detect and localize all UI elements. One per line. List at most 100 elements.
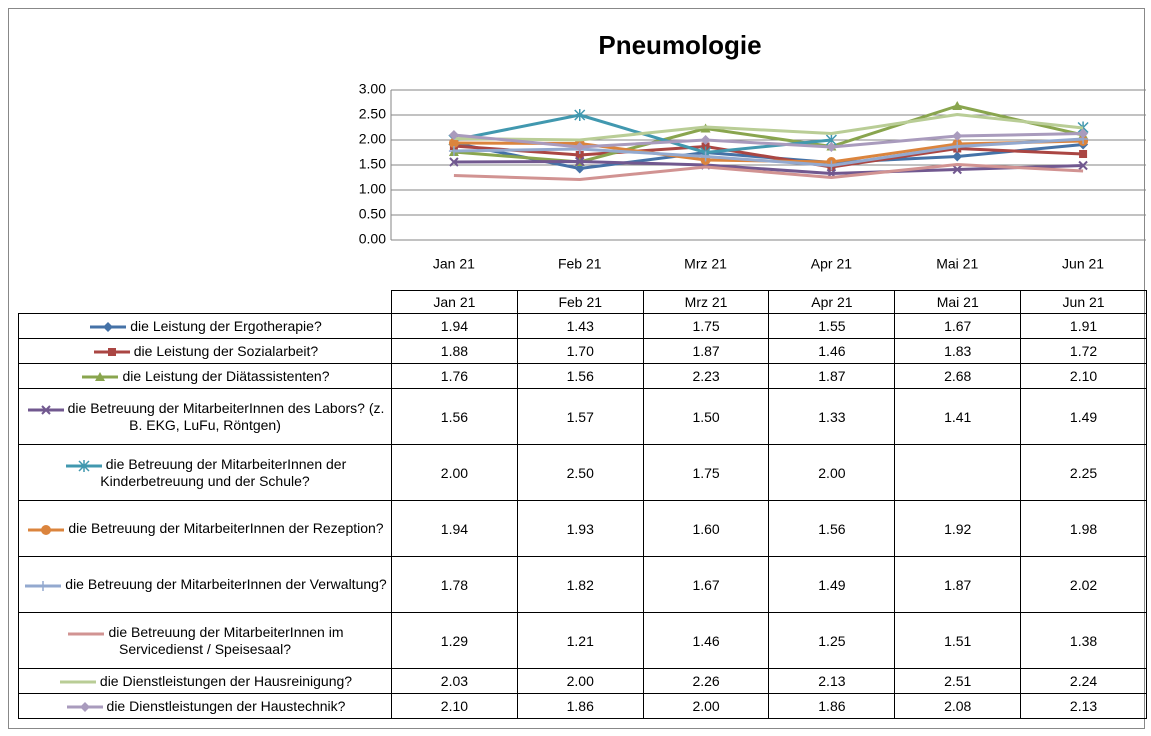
- table-row: die Dienstleistungen der Haustechnik? 2.1…: [18, 693, 1147, 719]
- marker: [826, 142, 837, 152]
- value-cell: 2.68: [894, 363, 1022, 389]
- legend-cell: die Leistung der Ergotherapie?: [18, 313, 392, 339]
- value-cell: 1.94: [391, 500, 518, 557]
- marker: [103, 322, 114, 333]
- legend-cell: die Dienstleistungen der Hausreinigung?: [18, 668, 392, 694]
- legend-key: [90, 322, 127, 333]
- column-header: Feb 21: [516, 290, 644, 314]
- table-row: die Betreuung der MitarbeiterInnen der K…: [18, 444, 1147, 501]
- marker: [700, 135, 711, 145]
- marker: [38, 580, 49, 591]
- value-cell: 1.29: [391, 612, 518, 669]
- legend-key: [59, 680, 96, 684]
- marker: [449, 157, 459, 167]
- legend-cell: die Leistung der Sozialarbeit?: [18, 338, 392, 364]
- legend-key: [28, 524, 65, 535]
- value-cell: 1.93: [516, 500, 644, 557]
- marker: [952, 101, 963, 110]
- marker: [952, 131, 963, 141]
- value-cell: 1.75: [642, 313, 770, 339]
- series-line: [453, 160, 1084, 175]
- legend-cell: die Betreuung der MitarbeiterInnen des L…: [18, 388, 392, 445]
- value-cell: 1.38: [1020, 612, 1147, 669]
- value-cell: 1.82: [516, 556, 644, 613]
- marker: [826, 160, 837, 171]
- series-line: [453, 137, 1084, 167]
- value-cell: 2.26: [642, 668, 770, 694]
- value-cell: 1.56: [516, 363, 644, 389]
- value-cell: 1.87: [642, 338, 770, 364]
- value-cell: 2.51: [894, 668, 1022, 694]
- column-header: Mai 21: [894, 290, 1022, 314]
- value-cell: 1.67: [894, 313, 1022, 339]
- legend-cell: die Betreuung der MitarbeiterInnen der R…: [18, 500, 392, 557]
- marker: [95, 372, 106, 382]
- series-line: [453, 163, 1084, 181]
- value-cell: 1.55: [768, 313, 896, 339]
- marker: [448, 146, 459, 156]
- value-cell: 1.91: [1020, 313, 1147, 339]
- value-cell: 2.02: [1020, 556, 1147, 613]
- legend-label: die Betreuung der MitarbeiterInnen der R…: [68, 520, 384, 537]
- value-cell: 1.56: [768, 500, 896, 557]
- series-line: [453, 113, 1084, 142]
- value-cell: 1.50: [642, 388, 770, 445]
- marker: [79, 702, 90, 713]
- value-cell: 2.13: [768, 668, 896, 694]
- legend-key: [82, 372, 119, 382]
- value-cell: 2.25: [1020, 444, 1147, 501]
- value-cell: 1.60: [642, 500, 770, 557]
- value-cell: 2.00: [391, 444, 518, 501]
- x-tick-label: Jun 21: [1062, 256, 1104, 272]
- x-tick-label: Feb 21: [558, 256, 602, 272]
- marker: [448, 138, 459, 148]
- table-row: die Betreuung der MitarbeiterInnen im Se…: [18, 612, 1147, 669]
- marker: [40, 404, 51, 415]
- value-cell: 1.21: [516, 612, 644, 669]
- value-cell: 1.57: [516, 388, 644, 445]
- legend-key: [27, 404, 64, 415]
- y-tick-label: 2.00: [359, 131, 386, 147]
- legend-label: die Dienstleistungen der Haustechnik?: [106, 697, 346, 714]
- value-cell: 1.49: [1020, 388, 1147, 445]
- value-cell: 2.24: [1020, 668, 1147, 694]
- marker: [78, 459, 90, 472]
- legend-label: die Dienstleistungen der Hausreinigung?: [99, 672, 353, 689]
- y-tick-label: 3.00: [359, 81, 386, 97]
- value-cell: 1.87: [894, 556, 1022, 613]
- y-tick-label: 0.50: [359, 206, 386, 222]
- value-cell: 1.92: [894, 500, 1022, 557]
- value-cell: 1.75: [642, 444, 770, 501]
- table-row: die Betreuung der MitarbeiterInnen des L…: [18, 388, 1147, 445]
- marker: [448, 130, 459, 140]
- table-row: die Dienstleistungen der Hausreinigung? 2…: [18, 668, 1147, 694]
- value-cell: 2.08: [894, 693, 1022, 719]
- legend-label: die Betreuung der MitarbeiterInnen der K…: [100, 456, 347, 489]
- legend-cell: die Leistung der Diätassistenten?: [18, 363, 392, 389]
- x-tick-label: Jan 21: [433, 256, 475, 272]
- x-tick-label: Mrz 21: [684, 256, 727, 272]
- series-line: [454, 115, 1083, 153]
- value-cell: 1.25: [768, 612, 896, 669]
- value-cell: 1.33: [768, 388, 896, 445]
- value-cell: 1.56: [391, 388, 518, 445]
- value-cell: 2.10: [1020, 363, 1147, 389]
- legend-label: die Betreuung der MitarbeiterInnen der V…: [65, 576, 387, 593]
- value-cell: 2.03: [391, 668, 518, 694]
- data-table: Jan 21 Feb 21 Mrz 21 Apr 21 Mai 21 Jun 21 die …: [18, 290, 1147, 719]
- marker: [952, 151, 963, 162]
- marker: [107, 348, 116, 357]
- value-cell: 2.00: [516, 668, 644, 694]
- value-cell: 2.13: [1020, 693, 1147, 719]
- chart-title: Pneumologie: [598, 30, 761, 60]
- legend-cell: die Betreuung der MitarbeiterInnen der V…: [18, 556, 392, 613]
- marker: [575, 151, 584, 159]
- column-header: Apr 21: [768, 290, 896, 314]
- y-tick-label: 2.50: [359, 106, 386, 122]
- value-cell: 1.67: [642, 556, 770, 613]
- table-row: die Betreuung der MitarbeiterInnen der V…: [18, 556, 1147, 613]
- legend-label: die Betreuung der MitarbeiterInnen des L…: [67, 400, 385, 433]
- legend-label: die Betreuung der MitarbeiterInnen im Se…: [108, 624, 344, 657]
- legend-key: [65, 459, 102, 472]
